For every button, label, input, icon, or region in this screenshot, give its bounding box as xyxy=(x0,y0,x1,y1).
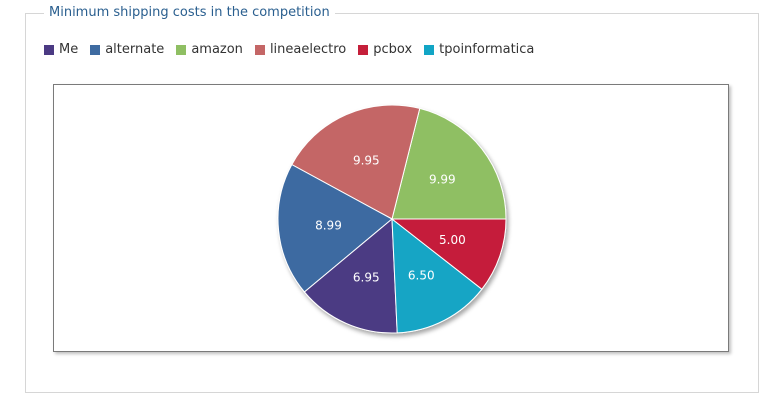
pie-slice-amazon[interactable] xyxy=(391,107,507,220)
legend-label: Me xyxy=(59,42,79,57)
pie-slice-pcbox[interactable] xyxy=(390,218,507,290)
slice-value-label: 9.95 xyxy=(353,154,380,168)
legend-label: alternate xyxy=(105,42,165,57)
legend-label: lineaelectro xyxy=(269,42,347,57)
legend-item-alternate[interactable]: alternate xyxy=(90,41,164,59)
chart-panel xyxy=(25,13,759,393)
legend-swatch xyxy=(44,45,54,55)
pie-slice-alternate[interactable] xyxy=(277,163,393,293)
pie-chart: 9.99 9.95 8.99 6.95 6.50 5.00 xyxy=(277,104,507,334)
legend-item-me[interactable]: Me xyxy=(44,41,78,59)
legend-swatch xyxy=(424,45,435,55)
legend-label: amazon xyxy=(191,42,243,57)
pie-slice-me[interactable] xyxy=(303,217,398,334)
plot-area: 9.99 9.95 8.99 6.95 6.50 5.00 xyxy=(53,84,729,352)
legend-swatch xyxy=(358,45,369,55)
slice-value-label: 8.99 xyxy=(315,218,342,232)
slice-value-label: 6.50 xyxy=(408,269,435,283)
legend-item-pcbox[interactable]: pcbox xyxy=(358,41,412,59)
pie-slice-lineaelectro[interactable] xyxy=(291,104,421,220)
legend-item-tpoinformatica[interactable]: tpoinformatica xyxy=(424,41,534,59)
legend-item-amazon[interactable]: amazon xyxy=(176,41,243,59)
slice-value-label: 6.95 xyxy=(353,270,380,284)
pie-slice-tpoinformatica[interactable] xyxy=(391,217,483,334)
legend-item-lineaelectro[interactable]: lineaelectro xyxy=(254,41,347,59)
chart-title: Minimum shipping costs in the competitio… xyxy=(44,4,335,22)
legend-label: pcbox xyxy=(373,42,413,57)
slice-value-label: 5.00 xyxy=(439,233,466,247)
legend-swatch xyxy=(176,45,187,55)
legend-swatch xyxy=(254,45,265,55)
legend-label: tpoinformatica xyxy=(439,42,535,57)
slice-value-label: 9.99 xyxy=(429,173,456,187)
chart-legend: Me alternate amazon lineaelectro pcbox t… xyxy=(44,41,546,59)
legend-swatch xyxy=(90,45,101,55)
